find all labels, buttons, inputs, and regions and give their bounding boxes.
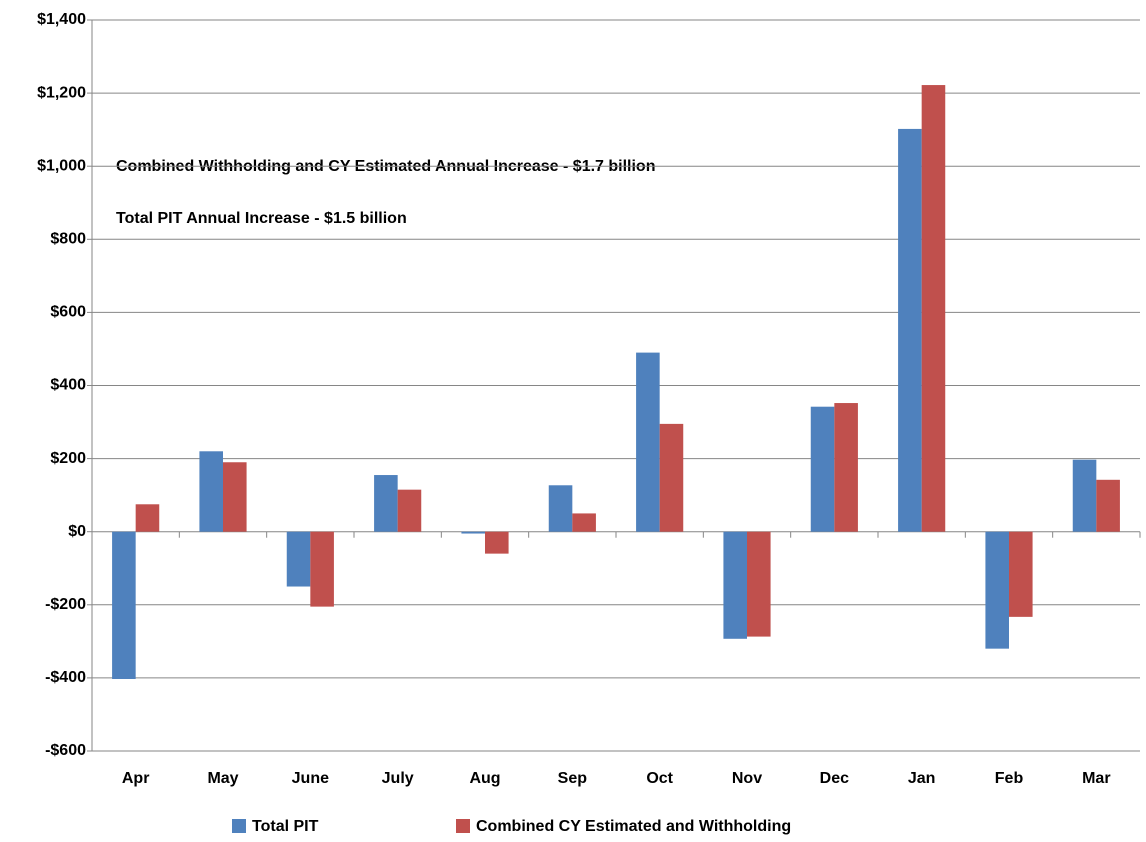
y-tick-label: $0 [68, 523, 86, 540]
y-tick-label: -$400 [45, 669, 86, 686]
bar [374, 475, 398, 532]
y-tick-label: $200 [50, 450, 86, 467]
bar [723, 531, 747, 639]
bar [485, 531, 509, 554]
bar [461, 531, 485, 534]
y-tick-label: -$600 [45, 742, 86, 759]
x-tick-label: Sep [558, 770, 588, 787]
bar [1009, 531, 1033, 617]
y-tick-label: $1,200 [37, 84, 86, 101]
bar [1096, 479, 1120, 532]
x-tick-label: Nov [732, 770, 762, 787]
bar [397, 489, 422, 532]
y-tick-label: $1,000 [37, 157, 86, 174]
x-tick-label: July [382, 770, 414, 787]
bar [286, 531, 311, 587]
bar [310, 531, 334, 607]
x-tick-label: June [292, 770, 329, 787]
bar [921, 85, 946, 532]
bar [747, 531, 771, 637]
bar [810, 406, 835, 532]
x-tick-label: Oct [646, 770, 673, 787]
legend-label: Combined CY Estimated and Withholding [476, 818, 791, 835]
x-tick-label: Mar [1082, 770, 1110, 787]
x-tick-label: Apr [122, 770, 150, 787]
x-tick-label: Aug [469, 770, 500, 787]
bar [834, 403, 858, 532]
bar [199, 451, 223, 532]
legend-swatch [232, 819, 246, 833]
bar [1072, 459, 1097, 532]
bar [572, 513, 596, 532]
y-tick-label: -$200 [45, 596, 86, 613]
x-tick-label: Jan [908, 770, 936, 787]
bar [659, 423, 684, 532]
x-tick-label: Dec [820, 770, 849, 787]
y-tick-label: $1,400 [37, 11, 86, 28]
bar [898, 128, 922, 532]
y-tick-label: $600 [50, 304, 86, 321]
annotation: Combined Withholding and CY Estimated An… [116, 158, 655, 175]
bar [112, 531, 136, 679]
bar [223, 462, 247, 532]
bar [985, 531, 1009, 649]
y-tick-label: $800 [50, 231, 86, 248]
legend-label: Total PIT [252, 818, 319, 835]
bar [135, 504, 160, 532]
x-tick-label: May [207, 770, 238, 787]
annotation: Total PIT Annual Increase - $1.5 billion [116, 210, 407, 227]
x-tick-label: Feb [995, 770, 1024, 787]
bar [548, 485, 573, 532]
bar [636, 352, 660, 532]
y-tick-label: $400 [50, 377, 86, 394]
legend-swatch [456, 819, 470, 833]
